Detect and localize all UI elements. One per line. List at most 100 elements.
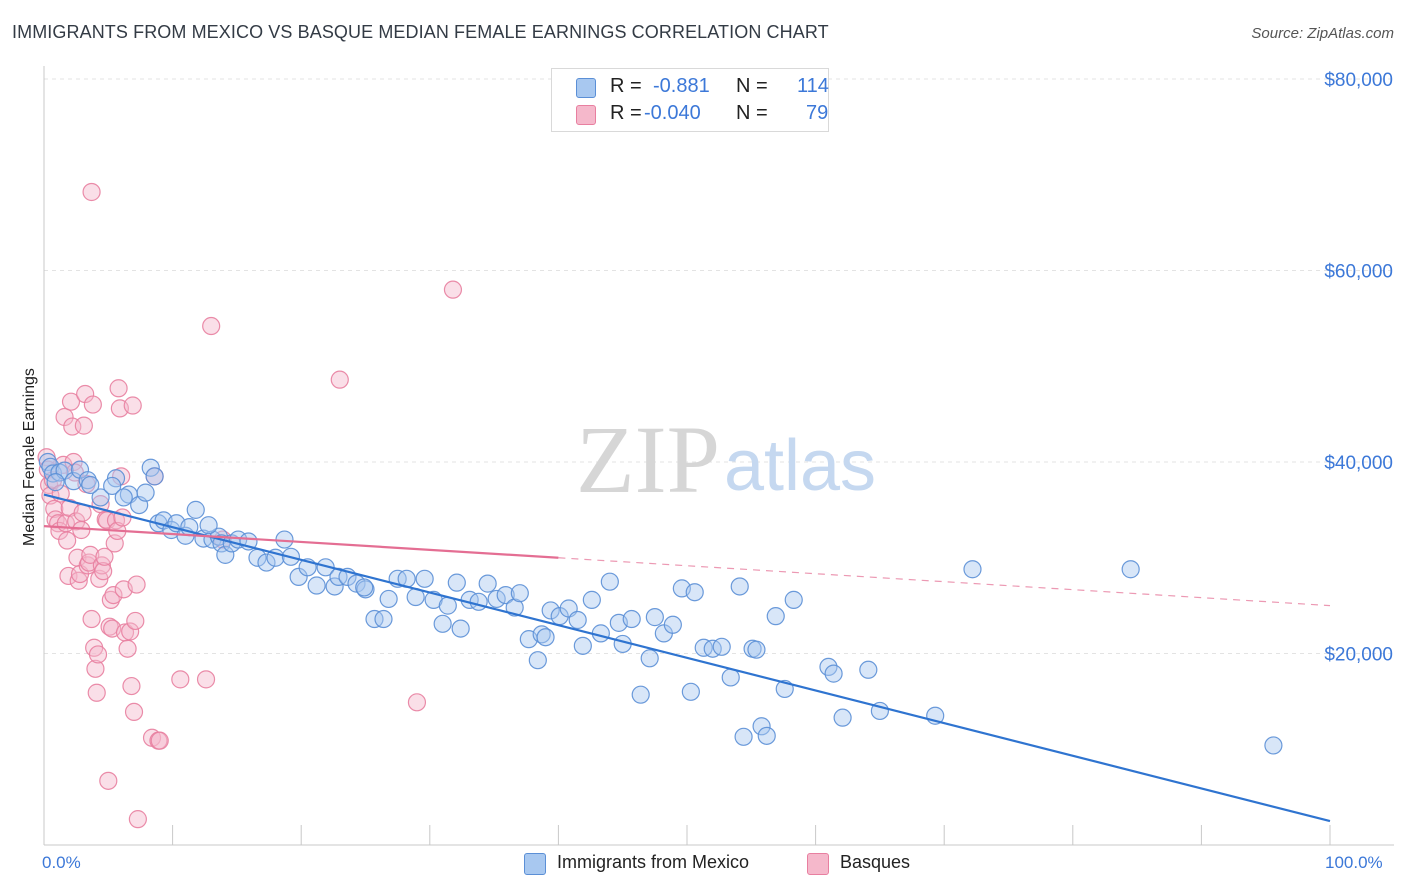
legend-swatch-basques <box>576 105 596 125</box>
basques-point <box>59 566 78 586</box>
y-axis-label: Median Female Earnings <box>21 368 38 546</box>
y-tick-label: $20,000 <box>1324 645 1393 666</box>
source-credit: Source: ZipAtlas.com <box>1251 25 1394 42</box>
mexico-point <box>355 578 374 597</box>
mexico-point <box>451 619 470 638</box>
basques-point <box>202 316 221 336</box>
basques-point <box>99 771 118 790</box>
mexico-point <box>1264 736 1283 755</box>
basques-point <box>123 396 142 415</box>
y-tick-label: $80,000 <box>1324 70 1393 91</box>
basques-point <box>95 547 114 566</box>
y-tick-label: $40,000 <box>1324 453 1393 474</box>
basques-point <box>126 611 145 631</box>
legend-swatch-mexico <box>576 78 596 98</box>
legend-swatch-mexico <box>524 853 546 875</box>
basques-trend-line <box>43 525 559 559</box>
basques-point <box>121 622 140 641</box>
mexico-point <box>46 473 65 492</box>
mexico-point <box>141 458 160 477</box>
mexico-point <box>752 717 771 736</box>
mexico-point <box>734 727 753 746</box>
basques-point <box>69 571 88 590</box>
legend-n-value: 114 <box>797 75 829 97</box>
mexico-point <box>681 682 700 701</box>
basques-point <box>61 392 81 411</box>
mexico-point <box>145 467 164 486</box>
mexico-point <box>963 560 982 579</box>
legend-n-label: N = <box>736 75 768 97</box>
basques-point <box>127 575 146 594</box>
legend-n-label: N = <box>736 102 768 124</box>
mexico-point <box>374 609 393 629</box>
mexico-point <box>1121 560 1140 579</box>
mexico-point <box>784 590 803 609</box>
x-tick-min: 0.0% <box>42 853 81 872</box>
trend-lines <box>43 493 1331 823</box>
basques-point <box>443 280 463 299</box>
mexico-point <box>536 628 555 647</box>
mexico-point <box>136 483 155 502</box>
basques-point <box>83 395 102 414</box>
mexico-point <box>186 500 205 519</box>
x-tick-max: 100.0% <box>1325 853 1383 872</box>
basques-point <box>81 545 100 564</box>
legend-r-value: -0.040 <box>644 102 701 124</box>
legend-r-value: -0.881 <box>653 75 710 97</box>
basques-point <box>104 585 123 605</box>
mexico-point <box>103 476 122 496</box>
mexico-point <box>379 589 398 609</box>
mexico-point <box>78 471 97 490</box>
legend-label-basques: Basques <box>840 852 911 872</box>
basques-point <box>171 670 190 689</box>
mexico-point <box>307 576 326 595</box>
basques-point <box>87 683 106 702</box>
mexico-point <box>631 685 650 704</box>
source-prefix: Source: <box>1251 25 1308 42</box>
legend-r-label: R = <box>610 102 642 124</box>
legend-n-value: 79 <box>806 102 829 124</box>
mexico-point <box>645 608 664 627</box>
mexico-point <box>766 607 785 626</box>
basques-point <box>128 810 147 829</box>
axes <box>43 66 1394 846</box>
mexico-trend-line <box>43 493 1331 823</box>
chart-title: IMMIGRANTS FROM MEXICO VS BASQUE MEDIAN … <box>12 22 829 42</box>
mexico-point <box>757 726 776 745</box>
mexico-point <box>833 708 852 727</box>
y-tick-labels: $20,000 $40,000 $60,000 $80,000 <box>1324 70 1393 666</box>
mexico-point <box>415 569 434 588</box>
basques-point <box>109 379 128 398</box>
mexico-point <box>199 516 218 535</box>
basques-trend-extension <box>558 557 1331 607</box>
mexico-point <box>582 590 601 609</box>
basques-point <box>196 670 216 689</box>
basques-point <box>82 182 101 202</box>
mexico-point <box>528 651 547 670</box>
basques-point <box>72 520 91 540</box>
correlation-legend: R = -0.881 N = 114 R = -0.040 N = 79 <box>551 68 829 132</box>
basques-point <box>113 508 132 527</box>
mexico-point <box>447 573 466 592</box>
basques-point <box>122 676 141 696</box>
mexico-point <box>568 610 587 630</box>
basques-point <box>58 531 77 550</box>
mexico-point <box>730 577 749 596</box>
mexico-point <box>114 488 133 507</box>
mexico-point <box>505 598 524 617</box>
legend-label-mexico: Immigrants from Mexico <box>557 852 750 872</box>
watermark-zip: ZIP <box>576 406 720 513</box>
basques-point <box>55 407 74 427</box>
mexico-point <box>600 572 619 591</box>
mexico-point <box>478 574 497 593</box>
basques-point <box>94 562 113 581</box>
legend-swatch-basques <box>807 853 829 875</box>
mexico-point <box>824 664 843 683</box>
legend-r-label: R = <box>610 75 642 97</box>
basques-point <box>124 702 144 722</box>
mexico-point <box>712 637 731 656</box>
basques-point <box>118 639 137 658</box>
basques-point <box>101 590 120 609</box>
mexico-point <box>510 584 529 603</box>
mexico-point <box>859 660 878 679</box>
